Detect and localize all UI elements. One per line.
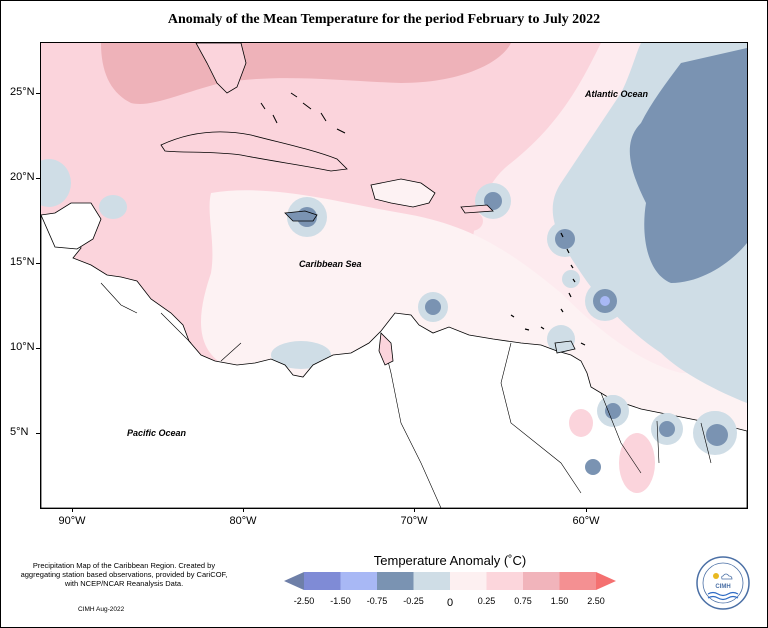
map-credit: CIMH Aug-2022 (78, 606, 125, 613)
cool-anomaly-spot (484, 192, 502, 210)
legend-tick-label: 0 (447, 597, 453, 609)
lake-maracaibo (378, 332, 394, 366)
cool-anomaly-spot (659, 421, 675, 437)
lon-tick-mark (586, 508, 587, 512)
lat-tick-label: 5°N (10, 426, 29, 438)
lat-tick-label: 20°N (10, 171, 35, 183)
cool-anomaly-spot (425, 299, 441, 315)
lat-tick-label: 15°N (10, 256, 35, 268)
region-label-pacific: Pacific Ocean (127, 428, 187, 438)
logo-emblem: CIMH (696, 556, 750, 610)
lat-tick-mark (36, 348, 40, 349)
puerto-rico-island (460, 204, 494, 214)
warm-anomaly-spot (569, 409, 593, 437)
cool-anomaly-spot (706, 424, 728, 446)
lat-tick-mark (36, 433, 40, 434)
legend-swatch (523, 572, 560, 590)
lon-tick-mark (243, 508, 244, 512)
cloud-icon (721, 573, 733, 580)
hispaniola-island (370, 178, 436, 208)
legend-tick-label: 2.50 (587, 596, 605, 606)
map-description: Precipitation Map of the Caribbean Regio… (20, 561, 228, 588)
map-title: Anomaly of the Mean Temperature for the … (167, 12, 601, 27)
lesser-antilles-islands (510, 232, 586, 346)
jamaica-island (284, 210, 318, 222)
legend-swatch (413, 572, 450, 590)
florida-peninsula (195, 43, 247, 94)
lat-tick-mark (36, 263, 40, 264)
lat-tick-mark (36, 93, 40, 94)
logo-text: CIMH (715, 584, 730, 590)
anomaly-map[interactable]: Atlantic Ocean Caribbean Sea Pacific Oce… (40, 42, 748, 509)
lon-tick-label: 80°W (229, 515, 257, 527)
legend-tick-label: 1.50 (551, 596, 569, 606)
yucatan-peninsula (41, 202, 102, 250)
legend-title: Temperature Anomaly (˚C) (373, 553, 527, 568)
legend-swatch (450, 572, 487, 590)
legend-underflow-triangle (284, 572, 304, 590)
legend-colorbar: -2.50 -1.50 -0.75 -0.25 0 0.25 0.75 1.50… (284, 572, 616, 609)
map-canvas: Atlantic Ocean Caribbean Sea Pacific Oce… (41, 43, 747, 508)
color-legend: -2.50 -1.50 -0.75 -0.25 0 0.25 0.75 1.50… (284, 572, 616, 612)
lat-tick-mark (36, 178, 40, 179)
lon-tick-mark (414, 508, 415, 512)
cuba-island (160, 131, 348, 172)
legend-tick-label: 0.75 (514, 596, 532, 606)
legend-swatch (340, 572, 377, 590)
legend-tick-label: -2.50 (294, 596, 315, 606)
cimh-logo: CIMH (696, 556, 750, 610)
lon-tick-mark (72, 508, 73, 512)
cool-anomaly-spot (41, 159, 71, 207)
trinidad-island (554, 340, 576, 354)
lat-tick-label: 25°N (10, 86, 35, 98)
bahamas-islands (260, 92, 346, 134)
legend-tick-label: -1.50 (330, 596, 351, 606)
waves-icon (707, 591, 739, 601)
lon-tick-label: 70°W (400, 515, 428, 527)
cool-anomaly-spot (99, 195, 127, 219)
warm-anomaly-spot (459, 211, 483, 231)
country-borders (100, 282, 712, 508)
legend-tick-label: -0.75 (367, 596, 388, 606)
legend-tick-label: 0.25 (478, 596, 496, 606)
cool-anomaly-spot (605, 403, 621, 419)
cool-anomaly-spot (585, 459, 601, 475)
cool-anomaly-spot (600, 296, 610, 306)
lon-tick-label: 60°W (572, 515, 600, 527)
sun-icon (713, 573, 719, 579)
lon-tick-label: 90°W (58, 515, 86, 527)
strong-warm-anomaly-area (101, 43, 511, 104)
cool-anomaly-spot (271, 341, 331, 369)
legend-swatch (559, 572, 596, 590)
legend-overflow-triangle (596, 572, 616, 590)
warm-anomaly-spot (619, 433, 655, 493)
cool-anomaly-spot (555, 229, 575, 249)
legend-swatch (304, 572, 341, 590)
legend-tick-label: -0.25 (403, 596, 424, 606)
lat-tick-label: 10°N (10, 341, 35, 353)
legend-swatch (486, 572, 523, 590)
region-label-caribbean: Caribbean Sea (299, 259, 362, 269)
region-label-atlantic: Atlantic Ocean (584, 89, 649, 99)
strong-cool-anomaly-area (629, 48, 747, 283)
legend-swatch (377, 572, 414, 590)
cool-anomaly-spot (562, 270, 580, 288)
